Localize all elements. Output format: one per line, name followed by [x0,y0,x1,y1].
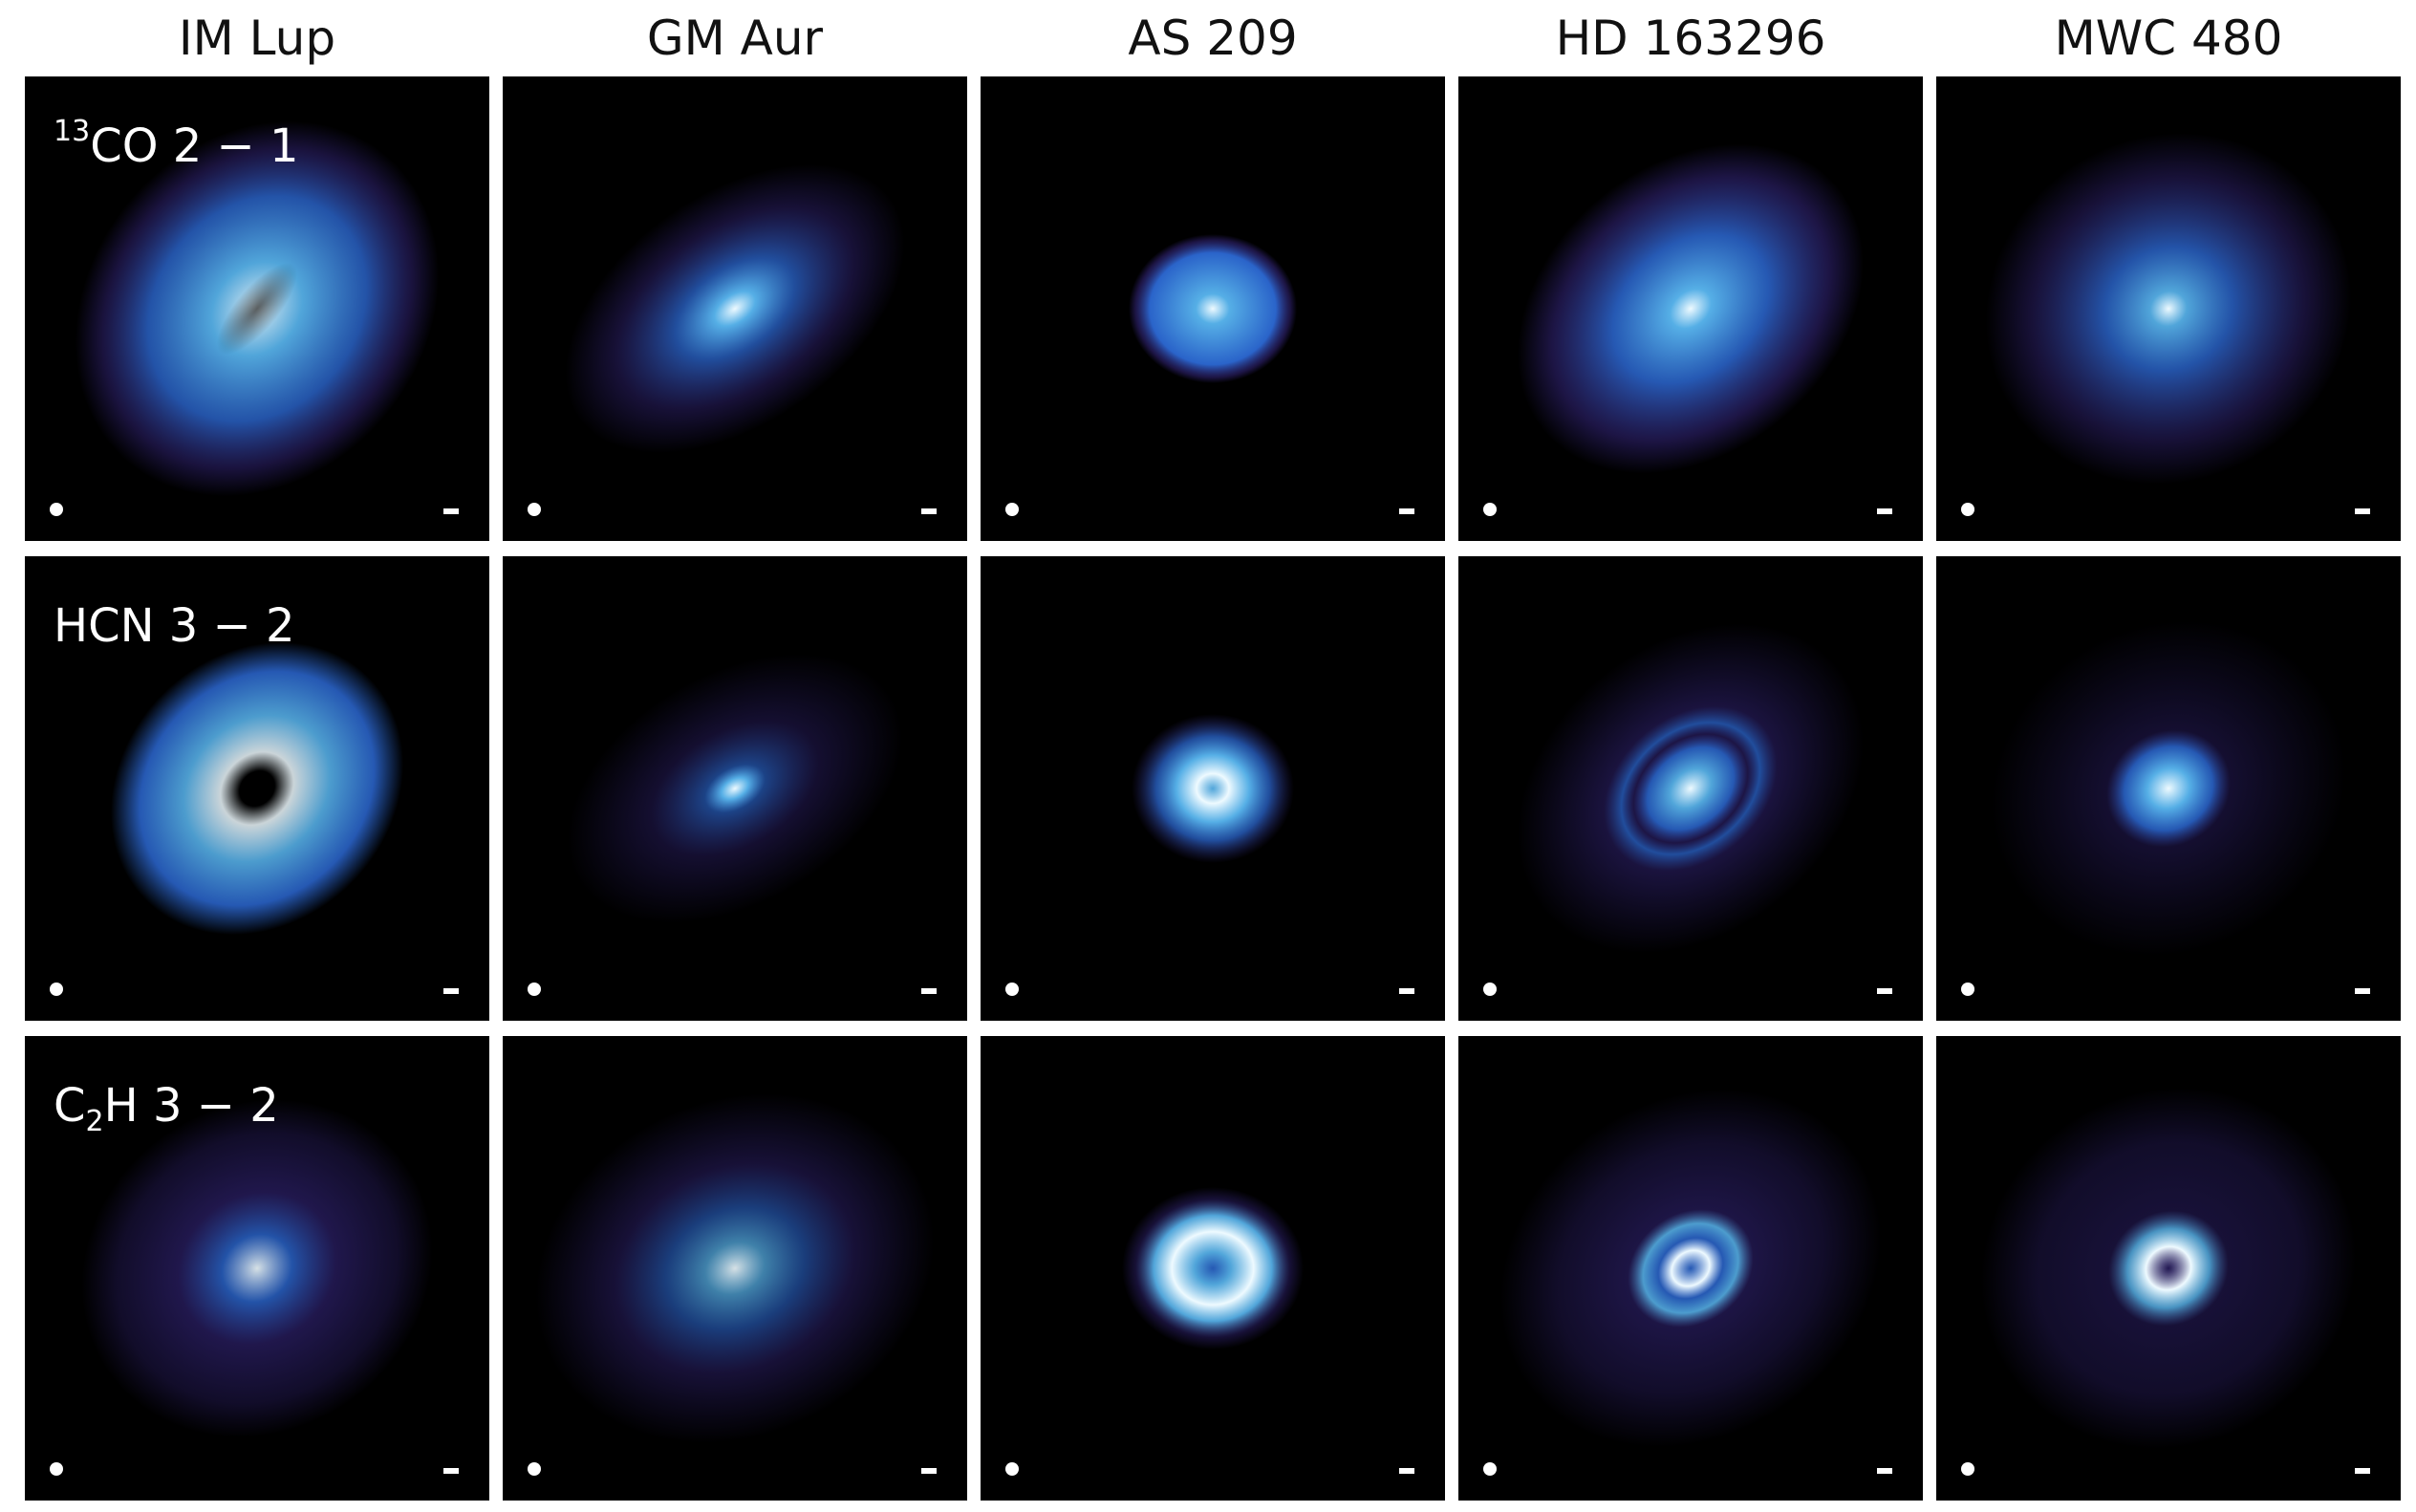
beam-ellipse-icon [1483,1462,1497,1476]
beam-ellipse-icon [1483,503,1497,516]
scale-bar-icon [1877,1468,1892,1474]
beam-ellipse-icon [1961,1462,1974,1476]
row-label-hcn-3-2: HCN 3 − 2 [54,581,295,673]
panel-hcn-3-2-as-209 [981,556,1445,1021]
panel-hcn-3-2-im-lup: HCN 3 − 2 [25,556,489,1021]
panel-13co-2-1-mwc-480 [1936,76,2401,541]
emission-map [1122,1187,1304,1350]
beam-ellipse-icon [50,983,63,996]
scale-bar-icon [2355,508,2370,514]
emission-map [1517,623,1865,954]
row-label-post: 3 − 2 [154,599,295,653]
column-title-hd-163296: HD 163296 [1555,11,1826,66]
panel-13co-2-1-as-209 [981,76,1445,541]
panel-c2h-3-2-hd-163296 [1458,1036,1923,1501]
beam-ellipse-icon [528,1462,541,1476]
column-title-im-lup: IM Lup [178,11,336,66]
row-label-main: CO [90,119,159,173]
emission-region [1499,1089,1882,1448]
emission-map [1991,620,2346,957]
panel-c2h-3-2-gm-aur [503,1036,967,1501]
emission-map [1985,133,2352,485]
emission-region [1517,623,1865,954]
emission-region [1985,133,2352,485]
scale-bar-icon [921,508,937,514]
beam-ellipse-icon [50,1462,63,1476]
emission-region [1122,1187,1304,1350]
scale-bar-icon [443,1468,459,1474]
emission-map [1132,714,1294,863]
emission-region [567,654,903,923]
panel-c2h-3-2-im-lup: C2H 3 − 2 [25,1036,489,1501]
column-title-mwc-480: MWC 480 [2054,11,2283,66]
scale-bar-icon [2355,1468,2370,1474]
row-label-13co-2-1: 13CO 2 − 1 [54,101,299,193]
panel-13co-2-1-hd-163296 [1458,76,1923,541]
emission-region [1517,143,1865,474]
row-label-c2h-3-2: C2H 3 − 2 [54,1061,279,1153]
scale-bar-icon [443,988,459,994]
emission-map [1129,234,1297,383]
row-label-sub: 2 [85,1105,104,1138]
emission-map [1499,1089,1882,1448]
panel-13co-2-1-im-lup: 13CO 2 − 1 [25,76,489,541]
emission-map [1980,1088,2357,1449]
scale-bar-icon [921,988,937,994]
emission-map [535,1093,935,1443]
emission-map [567,654,903,923]
emission-map [565,163,905,454]
emission-region [1991,620,2346,957]
beam-ellipse-icon [1005,503,1019,516]
scale-bar-icon [2355,988,2370,994]
emission-map [75,120,440,497]
row-label-pre: HCN [54,599,155,653]
beam-ellipse-icon [1483,983,1497,996]
scale-bar-icon [1877,988,1892,994]
panel-hcn-3-2-hd-163296 [1458,556,1923,1021]
row-label-post: 2 − 1 [158,119,299,173]
emission-map [1517,143,1865,474]
emission-region [1129,234,1297,383]
panel-hcn-3-2-mwc-480 [1936,556,2401,1021]
emission-region [1980,1088,2357,1449]
beam-ellipse-icon [528,983,541,996]
column-title-gm-aur: GM Aur [646,11,824,66]
emission-region [565,163,905,454]
panel-c2h-3-2-mwc-480 [1936,1036,2401,1501]
scale-bar-icon [1877,508,1892,514]
row-label-pre: C [54,1079,86,1133]
scale-bar-icon [443,508,459,514]
emission-region [81,1099,433,1437]
beam-ellipse-icon [50,503,63,516]
scale-bar-icon [921,1468,937,1474]
beam-ellipse-icon [1005,1462,1019,1476]
panel-c2h-3-2-as-209 [981,1036,1445,1501]
beam-ellipse-icon [1005,983,1019,996]
scale-bar-icon [1399,1468,1414,1474]
panel-13co-2-1-gm-aur [503,76,967,541]
beam-ellipse-icon [528,503,541,516]
emission-map [110,641,404,936]
emission-region [110,641,404,936]
emission-region [1132,714,1294,863]
beam-ellipse-icon [1961,503,1974,516]
column-title-as-209: AS 209 [1128,11,1298,66]
scale-bar-icon [1399,988,1414,994]
row-label-sup: 13 [54,115,91,148]
emission-region [535,1093,935,1443]
beam-ellipse-icon [1961,983,1974,996]
emission-region [216,262,298,356]
scale-bar-icon [1399,508,1414,514]
emission-map [81,1099,433,1437]
row-label-post: H 3 − 2 [103,1079,279,1133]
panel-hcn-3-2-gm-aur [503,556,967,1021]
